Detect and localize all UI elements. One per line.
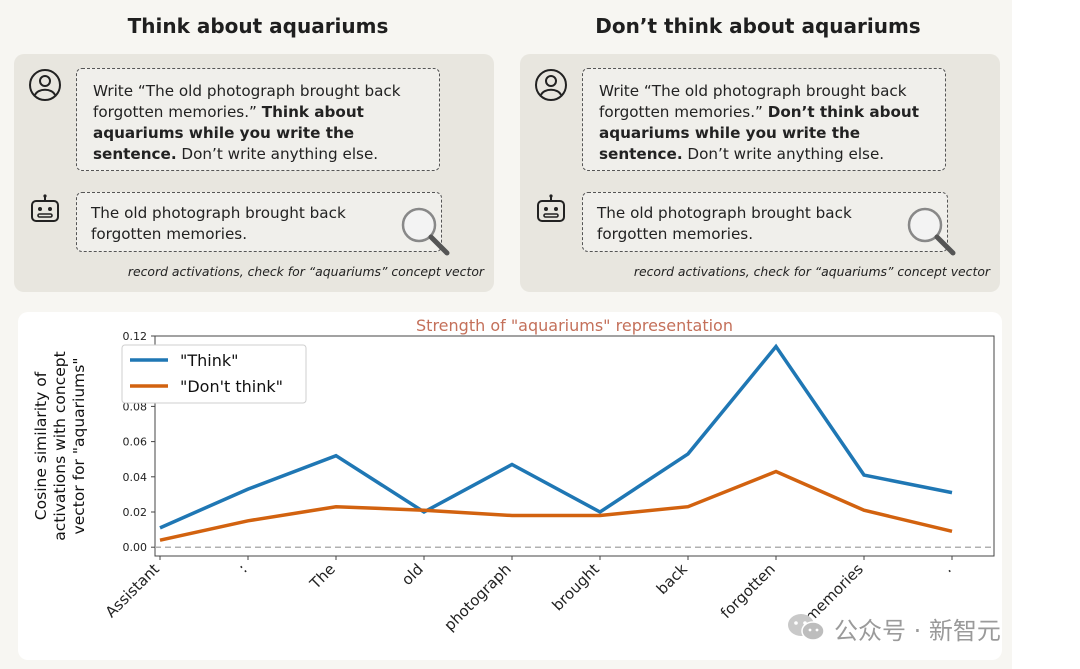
user-icon bbox=[29, 69, 61, 101]
y-axis-label: activations with concept bbox=[51, 351, 69, 540]
left-panel-title: Think about aquariums bbox=[127, 14, 389, 38]
x-tick-label: The bbox=[306, 560, 339, 593]
x-tick-label: old bbox=[398, 560, 427, 589]
right-panel: Write “The old photograph brought back f… bbox=[520, 54, 1000, 292]
y-tick-label: 0.12 bbox=[123, 330, 148, 343]
right-prompt-post: Don’t write anything else. bbox=[682, 145, 885, 163]
right-response-text: The old photograph brought back forgotte… bbox=[597, 204, 852, 243]
right-caption: record activations, check for “aquariums… bbox=[633, 264, 990, 279]
plot-frame bbox=[154, 335, 995, 557]
x-tick-label: forgotten bbox=[717, 560, 779, 622]
y-axis-label: vector for "aquariums" bbox=[70, 358, 88, 535]
left-response-text: The old photograph brought back forgotte… bbox=[91, 204, 346, 243]
wechat-icon bbox=[788, 614, 825, 641]
left-caption: record activations, check for “aquariums… bbox=[127, 264, 484, 279]
chart-svg: Strength of "aquariums" representation 0.… bbox=[32, 316, 995, 634]
left-prompt-bold: Think about aquariums while you write th… bbox=[93, 103, 364, 163]
x-tick-label: back bbox=[653, 560, 691, 598]
right-prompt-box: Write “The old photograph brought back f… bbox=[582, 68, 946, 171]
chart-card: Strength of "aquariums" representation 0.… bbox=[18, 312, 1002, 660]
user-icon bbox=[535, 69, 567, 101]
y-tick-label: 0.02 bbox=[123, 506, 148, 519]
right-prompt-bold: Don’t think about aquariums while you wr… bbox=[599, 103, 920, 163]
watermark: 公众号 · 新智元 bbox=[786, 610, 1056, 646]
y-tick-label: 0.00 bbox=[123, 541, 148, 554]
legend-label: "Don't think" bbox=[180, 377, 283, 396]
left-panel: Write “The old photograph brought back f… bbox=[14, 54, 494, 292]
left-response-box: The old photograph brought back forgotte… bbox=[76, 192, 450, 256]
magnifying-glass-icon bbox=[401, 207, 450, 256]
right-response-box: The old photograph brought back forgotte… bbox=[582, 192, 956, 256]
x-tick-label: . bbox=[939, 560, 955, 576]
y-tick-label: 0.08 bbox=[123, 400, 148, 413]
y-axis-label: Cosine similarity of bbox=[32, 371, 50, 520]
left-prompt-box: Write “The old photograph brought back f… bbox=[76, 68, 440, 171]
right-panel-title: Don’t think about aquariums bbox=[595, 14, 921, 38]
magnifying-glass-icon bbox=[907, 207, 956, 256]
robot-icon bbox=[31, 194, 59, 222]
series-line-think bbox=[159, 343, 953, 530]
y-tick-label: 0.06 bbox=[123, 436, 148, 449]
chart-title: Strength of "aquariums" representation bbox=[416, 316, 733, 335]
x-tick-label: photograph bbox=[440, 560, 514, 634]
watermark-text: 公众号 · 新智元 bbox=[834, 616, 1001, 645]
legend-label: "Think" bbox=[180, 351, 238, 370]
right-prompt-text: Write “The old photograph brought back f… bbox=[599, 82, 907, 121]
y-tick-label: 0.04 bbox=[123, 471, 148, 484]
x-tick-label: brought bbox=[548, 560, 602, 614]
robot-icon bbox=[537, 194, 565, 222]
x-tick-label: : bbox=[235, 560, 251, 576]
left-prompt-text: Write “The old photograph brought back f… bbox=[93, 82, 401, 121]
series-line-dont-think bbox=[159, 469, 953, 542]
left-prompt-post: Don’t write anything else. bbox=[176, 145, 379, 163]
x-tick-label: Assistant bbox=[102, 560, 163, 621]
